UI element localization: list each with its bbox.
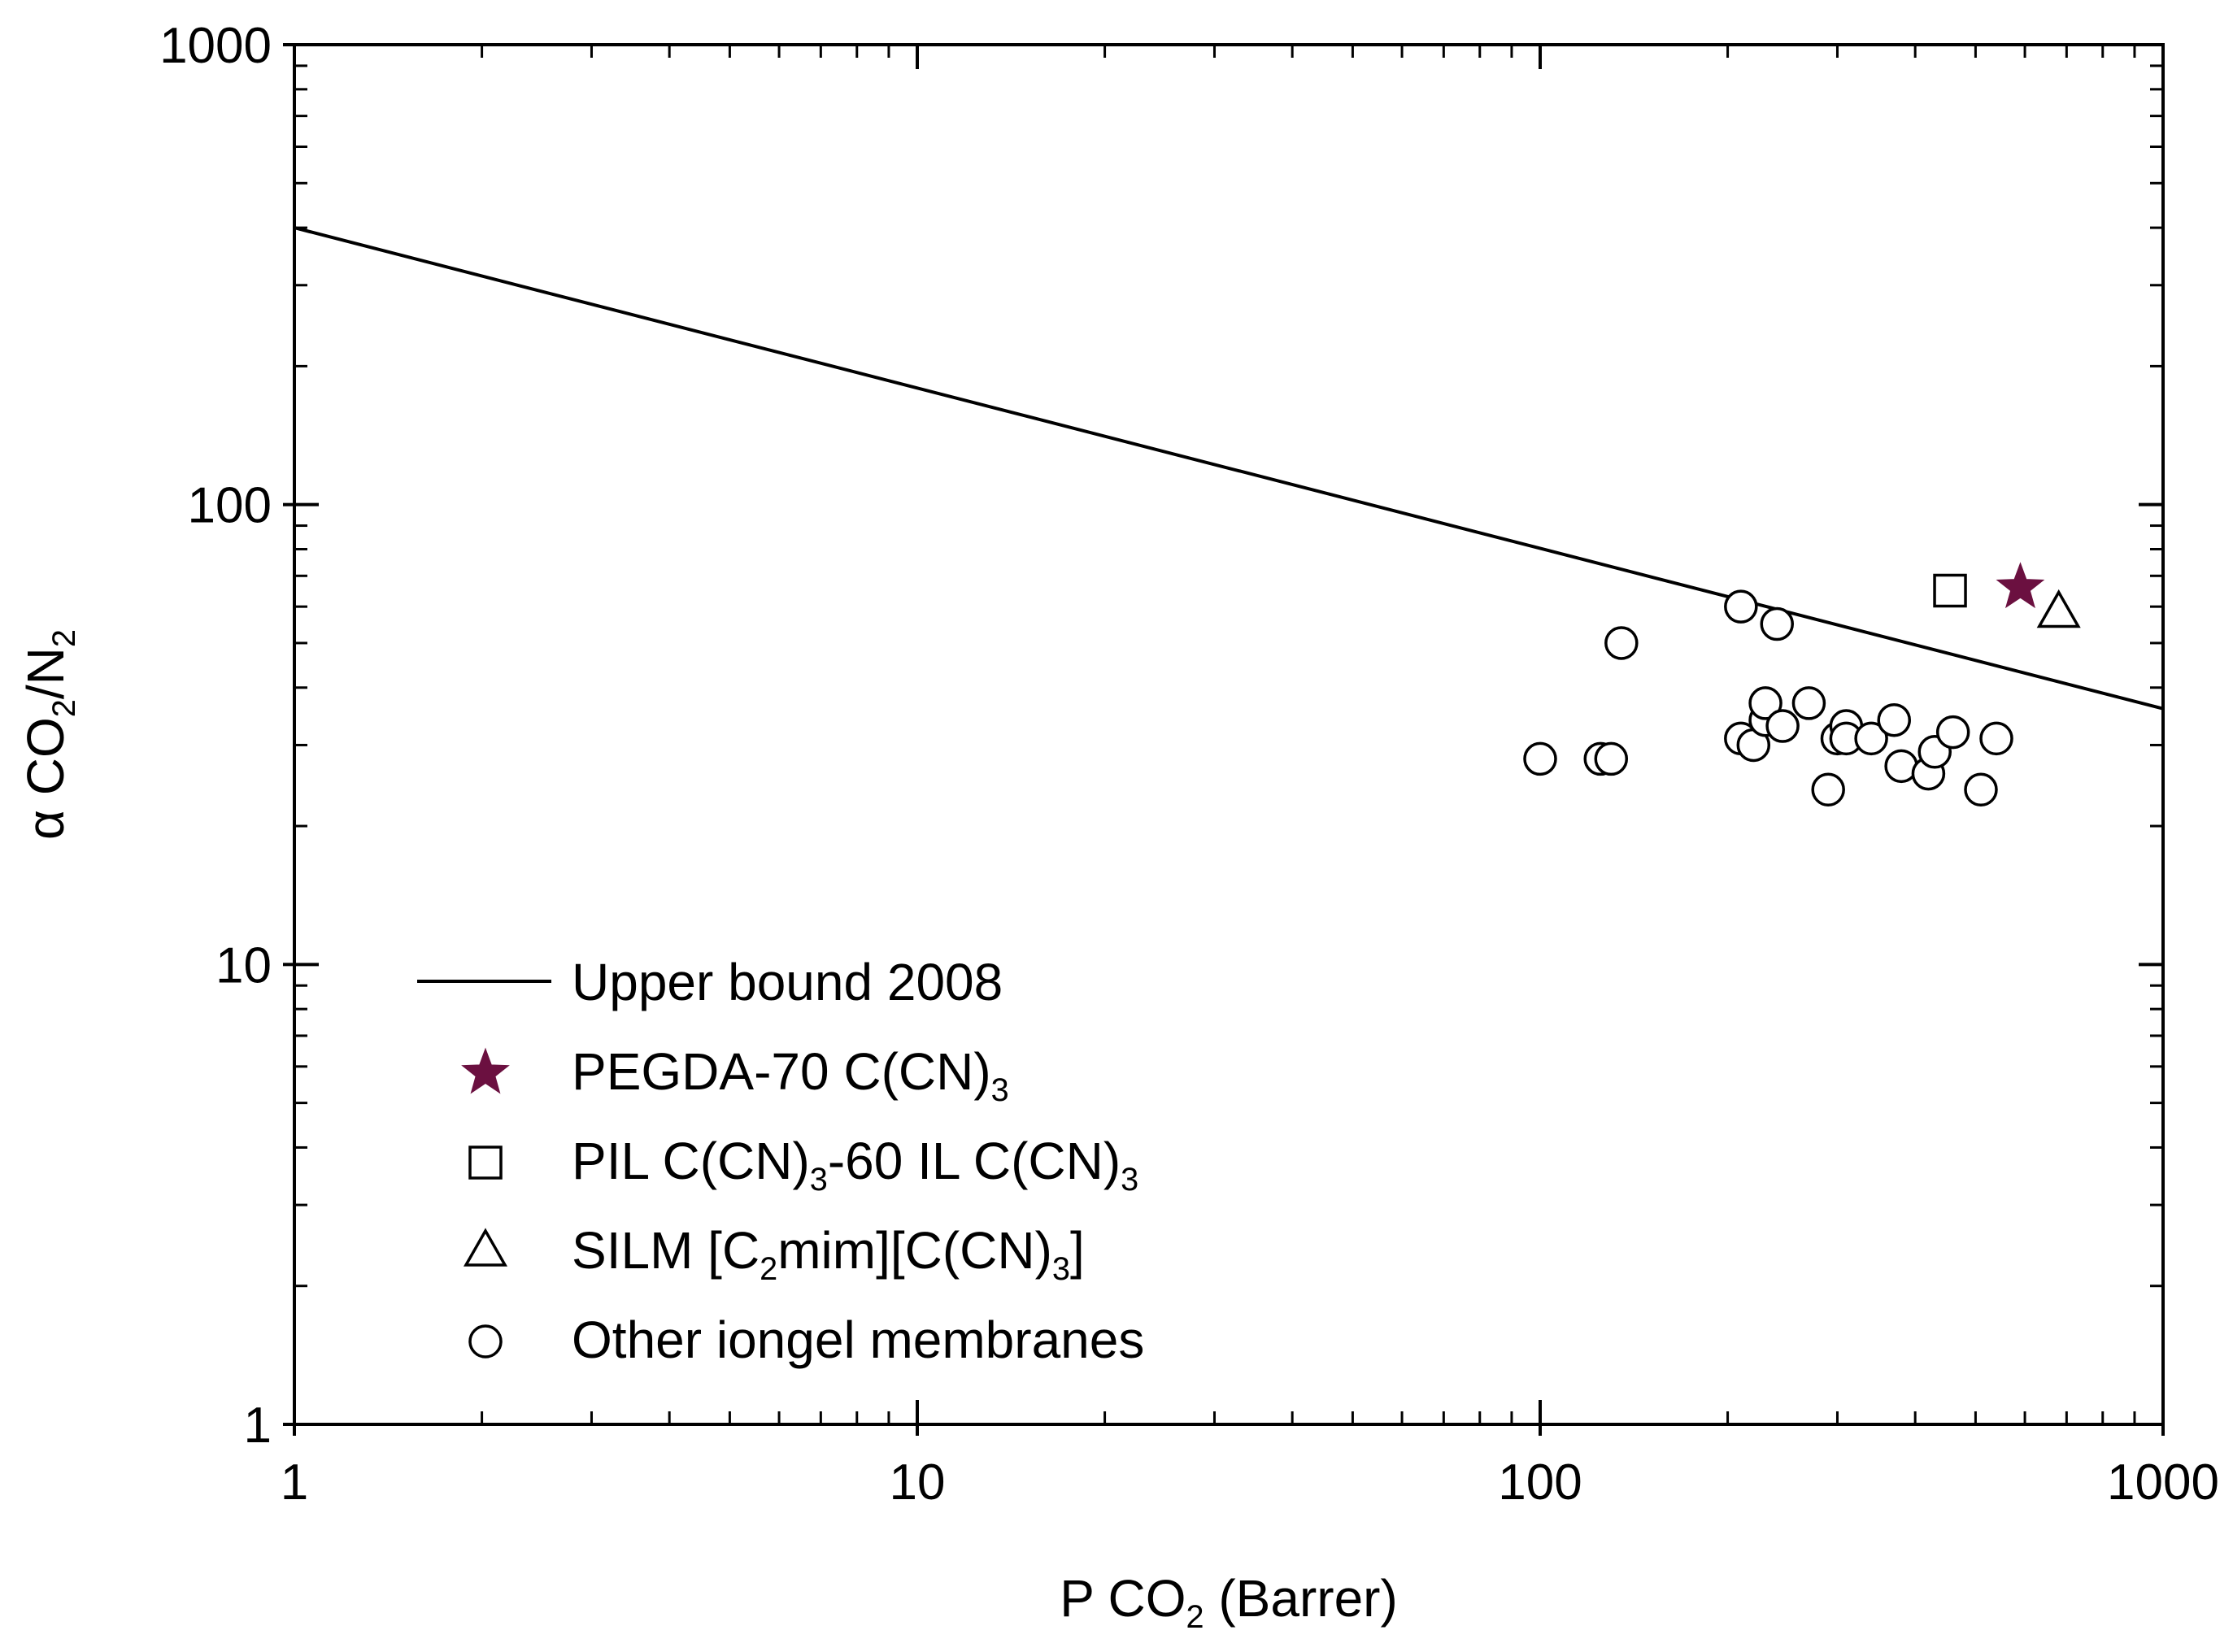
y-tick-label: 1000 (159, 18, 272, 74)
text-run: -60 IL C(CN) (828, 1132, 1121, 1190)
circle-data-point (1748, 686, 1782, 720)
text-run: (Barrer) (1204, 1569, 1398, 1628)
text-run: Other iongel membranes (572, 1311, 1144, 1369)
subscript: 2 (760, 1251, 777, 1287)
x-tick-label: 1 (281, 1454, 308, 1511)
upper-bound-line (294, 226, 2164, 711)
y-tick-label: 1 (244, 1398, 272, 1454)
text-run: /N (16, 647, 75, 699)
legend-square-swatch (468, 1146, 503, 1180)
y-tick-label: 10 (215, 937, 272, 993)
circle-data-point (1724, 589, 1758, 624)
subscript: 3 (991, 1072, 1009, 1108)
text-run: α CO (16, 717, 75, 840)
subscript: 2 (46, 699, 82, 717)
subscript: 2 (46, 629, 82, 647)
legend-label: PIL C(CN)3-60 IL C(CN)3 (572, 1132, 1138, 1198)
x-tick-label: 10 (890, 1454, 946, 1511)
subscript: 3 (1121, 1162, 1138, 1198)
subscript: 3 (1052, 1251, 1070, 1287)
circle-data-point (1604, 626, 1639, 660)
legend-label: SILM [C2mim][C(CN)3] (572, 1221, 1085, 1287)
circle-data-point (1811, 772, 1845, 807)
circle-data-point (1964, 772, 1998, 807)
subscript: 3 (810, 1162, 828, 1198)
square-data-point (1933, 573, 1967, 608)
circle-data-point (1523, 741, 1557, 776)
text-run: ] (1070, 1221, 1085, 1280)
circle-data-point (1594, 741, 1629, 776)
circle-data-point (1935, 715, 1970, 750)
circle-data-point (1765, 709, 1800, 743)
text-run: SILM [C (572, 1221, 760, 1280)
legend-label: Other iongel membranes (572, 1311, 1144, 1369)
y-axis-title: α CO2/N2 (16, 629, 82, 840)
circle-data-point (1854, 721, 1888, 756)
text-run: Upper bound 2008 (572, 953, 1003, 1011)
circle-data-point (1791, 686, 1826, 720)
legend-triangle-swatch (463, 1228, 508, 1267)
y-axis-title-group: α CO2/N2 (16, 629, 82, 840)
legend-circle-swatch (468, 1324, 503, 1359)
subscript: 2 (1186, 1599, 1204, 1635)
x-tick-label: 100 (1498, 1454, 1582, 1511)
circle-data-point (1877, 702, 1911, 737)
text-run: PEGDA-70 C(CN) (572, 1042, 991, 1101)
text-run: mim][C(CN) (777, 1221, 1052, 1280)
plot-area (294, 226, 2164, 807)
y-tick-label: 100 (188, 478, 272, 534)
star-data-point (1996, 562, 2045, 609)
triangle-data-point (2036, 589, 2081, 628)
text-run: P CO (1060, 1569, 1186, 1628)
legend-star-swatch (461, 1047, 510, 1094)
plot-frame (293, 43, 2165, 1426)
circle-data-point (1979, 721, 2013, 756)
legend-label: Upper bound 2008 (572, 953, 1003, 1011)
text-run: PIL C(CN) (572, 1132, 810, 1190)
x-tick-label: 1000 (2107, 1454, 2219, 1511)
circle-data-point (1760, 606, 1794, 641)
x-axis-title: P CO2 (Barrer) (1060, 1569, 1398, 1635)
legend-label: PEGDA-70 C(CN)3 (572, 1042, 1009, 1108)
